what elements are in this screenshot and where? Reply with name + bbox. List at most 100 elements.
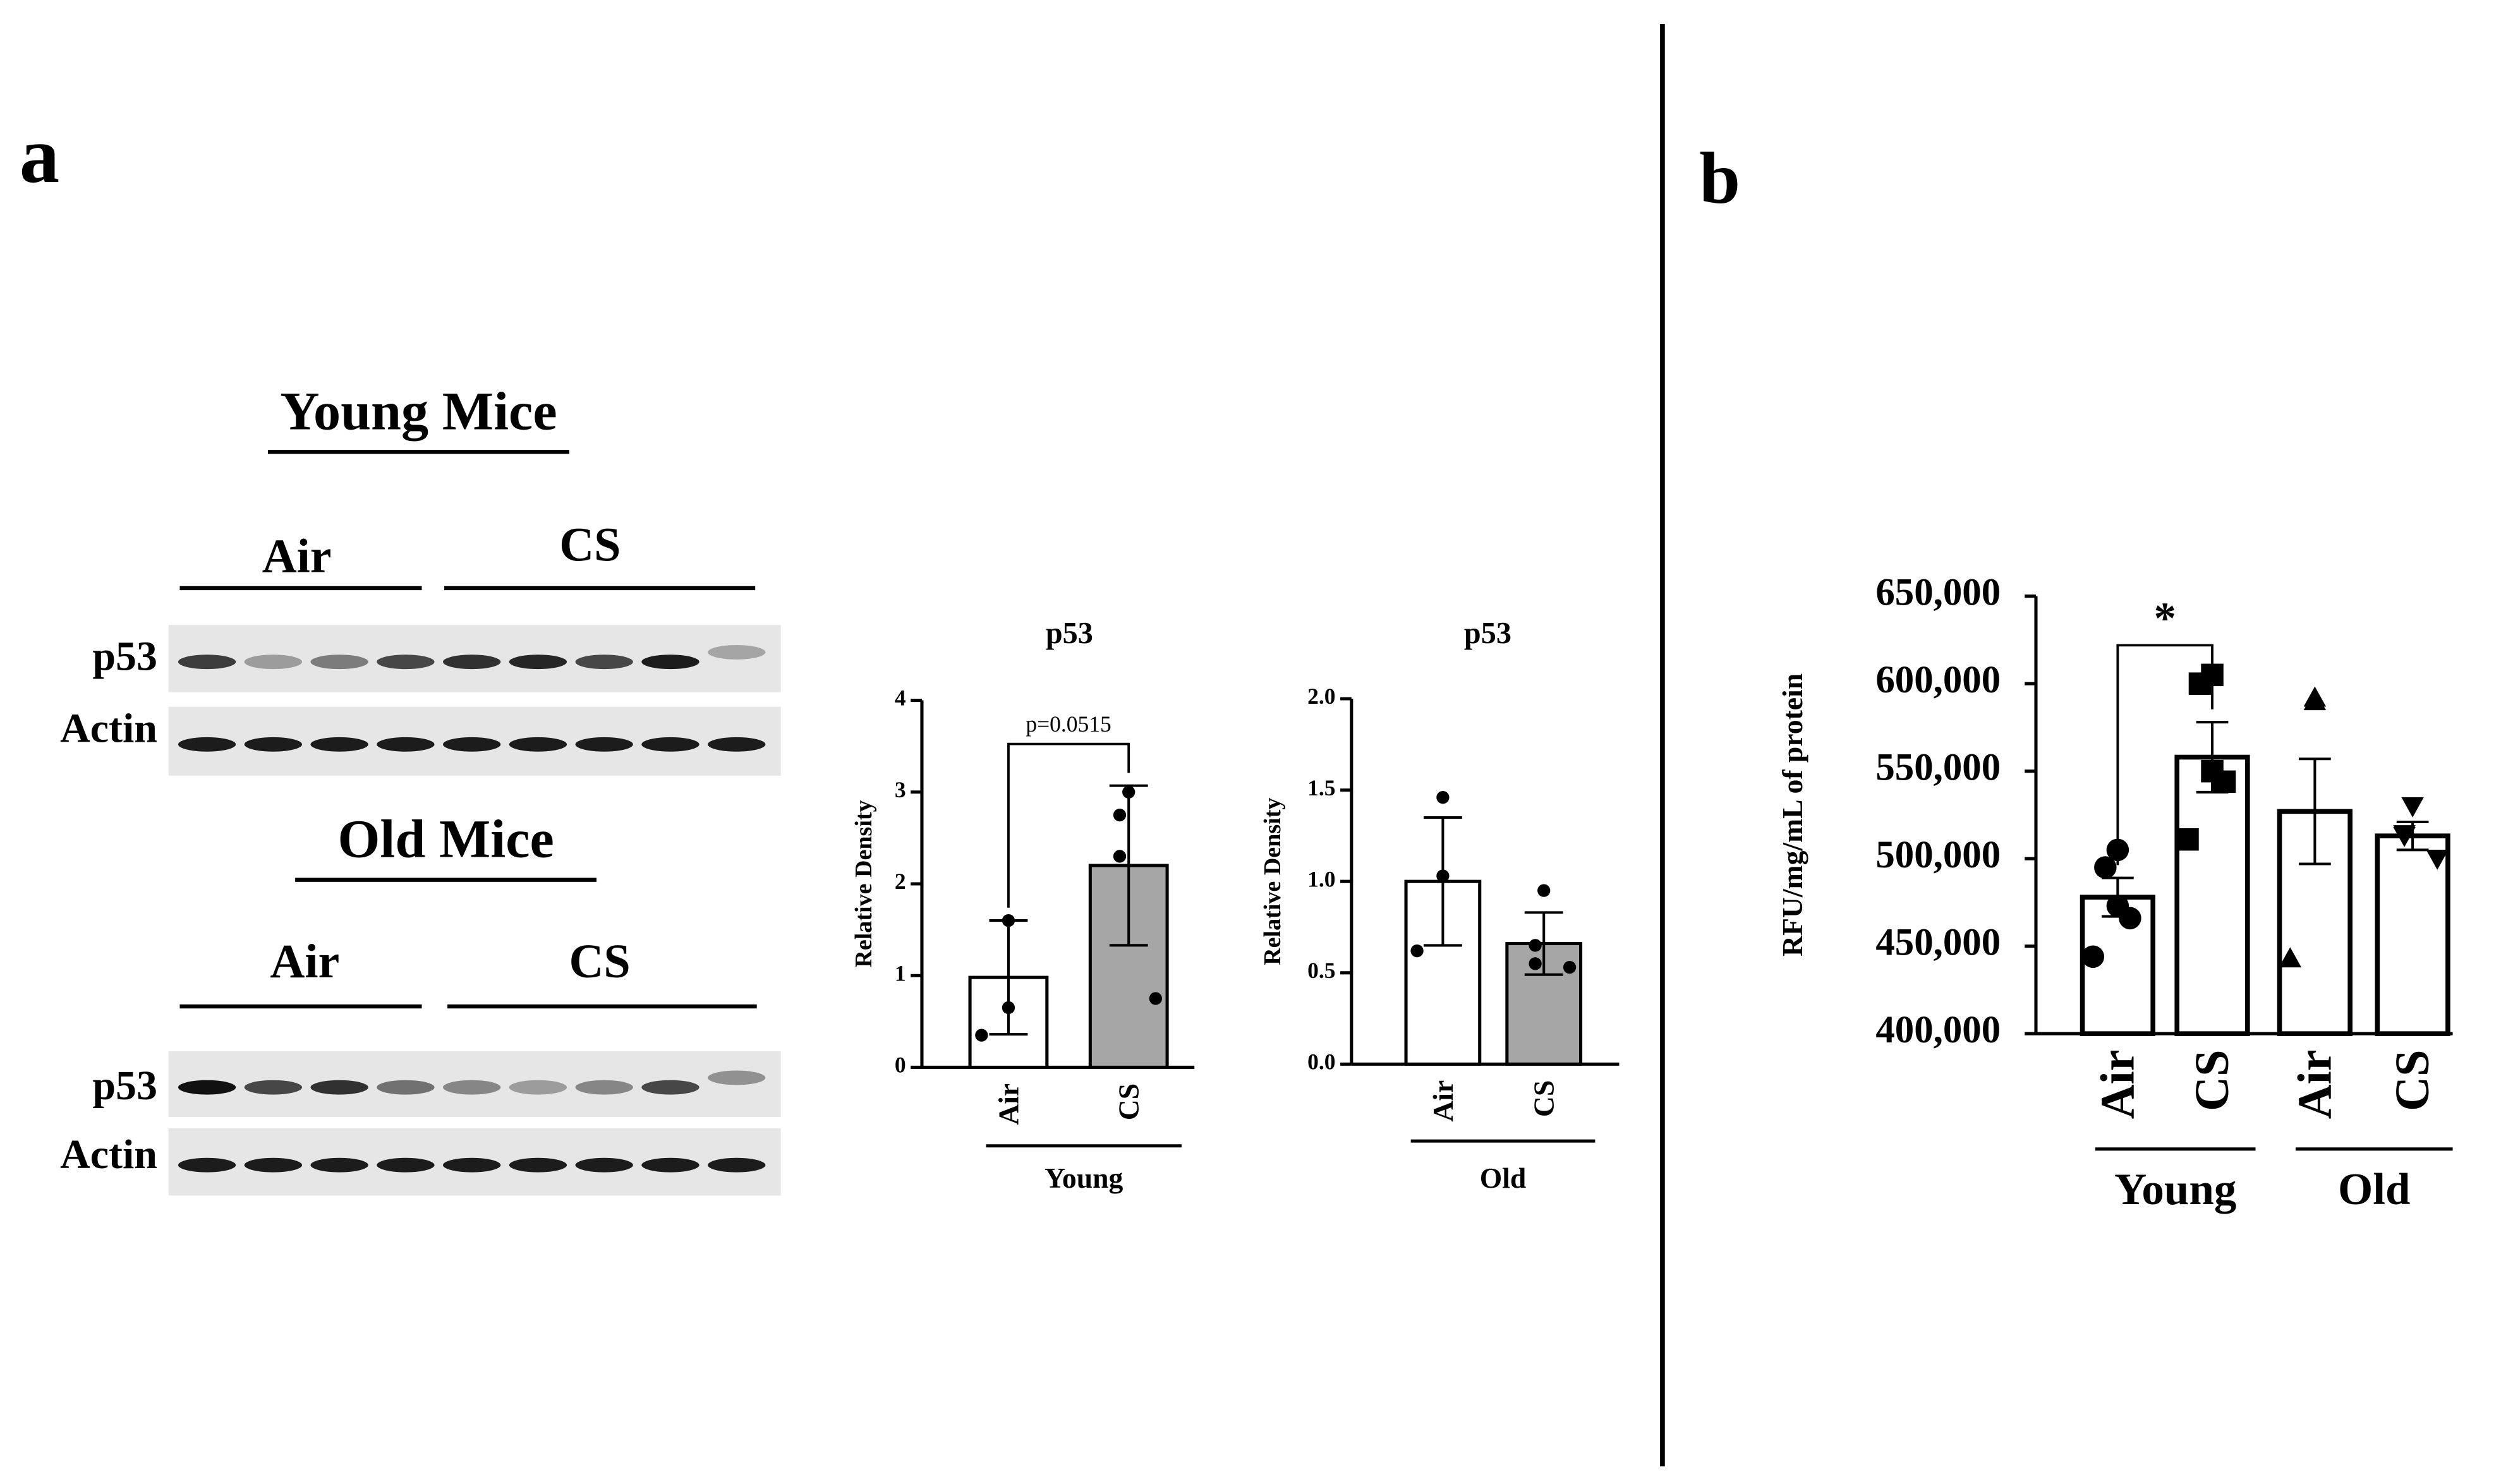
x-tick-label: Air: [992, 1083, 1024, 1125]
blot-band: [377, 1080, 435, 1095]
data-point: [1529, 957, 1542, 970]
y-tick-label: 1.5: [1307, 775, 1335, 800]
annotation: p=0.0515: [1026, 711, 1111, 737]
data-point: [2426, 849, 2449, 870]
blot-band: [575, 655, 633, 670]
data-point: [1436, 869, 1450, 883]
y-tick-label: 1.0: [1307, 866, 1335, 891]
error-bar: [1109, 784, 1148, 947]
y-tick-label: 450,000: [1875, 922, 2001, 964]
x-tick-label: CS: [1528, 1080, 1560, 1117]
y-tick-label: 1: [895, 960, 906, 986]
blot-band: [443, 655, 501, 670]
bar: [2375, 833, 2450, 1036]
blot-band: [509, 737, 567, 752]
x-tick-label: CS: [2186, 1050, 2239, 1111]
data-point: [1563, 960, 1577, 974]
group-label: Air: [262, 529, 332, 582]
data-point: [1537, 884, 1551, 897]
blot-band: [244, 1080, 303, 1095]
x-tick-label: Air: [1427, 1080, 1459, 1122]
x-tick-label: CS: [1113, 1083, 1145, 1120]
y-axis-label: RFU/mg/mL of protein: [1776, 673, 1808, 956]
x-tick-label: Air: [2288, 1050, 2341, 1119]
group-label: CS: [559, 519, 621, 572]
y-tick-label: 600,000: [1875, 659, 2001, 701]
annotation: *: [2153, 594, 2176, 643]
x-tick-label: CS: [2386, 1050, 2439, 1111]
data-point: [1122, 785, 1135, 799]
group-label: Old: [2338, 1165, 2410, 1214]
data-point: [2393, 825, 2416, 846]
blot-band: [641, 1157, 699, 1173]
data-point: [2119, 907, 2141, 930]
group-label: Young: [2114, 1165, 2236, 1214]
blot-band: [310, 1080, 368, 1095]
data-point: [1410, 944, 1424, 958]
data-point: [2188, 672, 2212, 695]
blot-band: [310, 655, 368, 670]
blot-band: [708, 1070, 766, 1085]
group-label: Old: [1480, 1162, 1527, 1194]
data-point: [2081, 945, 2105, 968]
data-point: [1113, 850, 1127, 863]
blot-band: [509, 1080, 567, 1095]
y-tick-label: 3: [895, 777, 906, 802]
blot-band: [178, 1157, 236, 1173]
blot-title: Young Mice: [280, 380, 557, 441]
data-point: [1002, 914, 1015, 927]
data-point: [2213, 770, 2236, 793]
y-tick-label: 0: [895, 1053, 906, 1078]
data-point: [1529, 939, 1542, 952]
blot-band: [575, 737, 633, 752]
data-point: [2176, 828, 2199, 851]
y-tick-label: 550,000: [1875, 747, 2001, 789]
bar: [2174, 754, 2250, 1036]
blot-band: [575, 1080, 633, 1095]
error-bar: [1524, 911, 1563, 976]
y-tick-label: 2: [895, 869, 906, 894]
blot-band: [443, 737, 501, 752]
blot-band: [641, 655, 699, 670]
blot-band: [178, 655, 236, 670]
data-point: [2401, 797, 2424, 817]
row-label: p53: [92, 1063, 157, 1109]
blot-band: [575, 1157, 633, 1173]
blot-band: [244, 1157, 303, 1173]
row-label: Actin: [60, 705, 157, 751]
chart-title: p53: [1464, 617, 1511, 650]
chart-title: p53: [1046, 617, 1093, 650]
row-label: Actin: [60, 1131, 157, 1178]
blot-band: [708, 645, 766, 660]
group-label: Young: [1045, 1162, 1123, 1194]
blot-band: [443, 1157, 501, 1173]
blot-band: [377, 1157, 435, 1173]
y-tick-label: 400,000: [1875, 1009, 2001, 1051]
blot-band: [708, 737, 766, 752]
blot-band: [377, 737, 435, 752]
data-point: [1002, 1001, 1015, 1015]
data-point: [1149, 992, 1162, 1005]
blot-band: [178, 737, 236, 752]
y-axis-label: Relative Density: [851, 800, 877, 967]
blot-band: [509, 655, 567, 670]
row-label: p53: [92, 633, 157, 679]
x-tick-label: Air: [2091, 1050, 2144, 1119]
data-point: [1436, 791, 1450, 804]
blot-band: [310, 737, 368, 752]
data-point: [2303, 690, 2327, 711]
group-label: Air: [270, 935, 339, 988]
blot-band: [509, 1157, 567, 1173]
panel-label: b: [1699, 138, 1740, 219]
y-tick-label: 4: [895, 685, 906, 711]
y-tick-label: 650,000: [1875, 572, 2001, 614]
data-point: [1113, 808, 1127, 822]
data-point: [2094, 856, 2117, 879]
blot-band: [178, 1080, 236, 1095]
blot-title: Old Mice: [337, 809, 554, 869]
y-tick-label: 0.0: [1307, 1049, 1335, 1075]
significance-bracket: [2116, 644, 2213, 866]
blot-band: [708, 1157, 766, 1173]
